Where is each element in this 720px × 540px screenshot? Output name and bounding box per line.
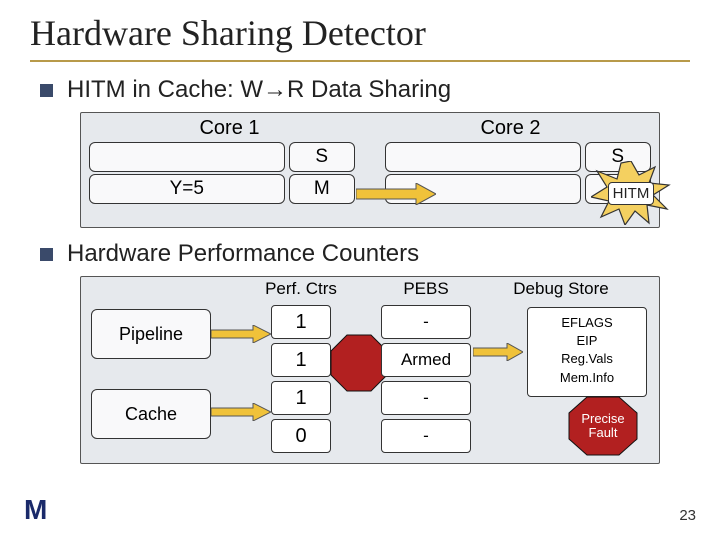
- c1-row2: Y=5 M: [89, 174, 355, 204]
- bullet-1-text: HITM in Cache: W→R Data Sharing: [67, 76, 451, 104]
- bullet-2-text: Hardware Performance Counters: [67, 240, 419, 268]
- arrow-icon: [211, 403, 271, 421]
- hitm-label: HITM: [608, 182, 655, 205]
- counter-column: 1 1 1 0: [271, 305, 331, 457]
- c1r2-state: M: [289, 174, 356, 204]
- bullet-2: Hardware Performance Counters: [40, 240, 690, 268]
- perf-panel: Perf. Ctrs PEBS Debug Store Pipeline Cac…: [80, 276, 660, 464]
- c1r2-data: Y=5: [89, 174, 285, 204]
- core-headers: Core 1 Core 2: [89, 117, 651, 140]
- arrow-icon: [211, 325, 271, 343]
- pebs-1: Armed: [381, 343, 471, 377]
- pebs-3: -: [381, 419, 471, 453]
- core2-label: Core 2: [370, 117, 651, 140]
- dbg-l2: Reg.Vals: [528, 350, 646, 368]
- pebs-0: -: [381, 305, 471, 339]
- hdr-dbg: Debug Store: [491, 279, 631, 299]
- c2r2-data: [385, 174, 581, 204]
- bullet-icon: [40, 84, 53, 97]
- precise-fault-octagon: Precise Fault: [567, 395, 639, 457]
- c1-row1: S: [89, 142, 355, 172]
- left-blocks: Pipeline Cache: [91, 309, 211, 469]
- ctr-0: 1: [271, 305, 331, 339]
- pipeline-block: Pipeline: [91, 309, 211, 359]
- ctr-3: 0: [271, 419, 331, 453]
- c1r1-state: S: [289, 142, 356, 172]
- cache-panel: Core 1 Core 2 S Y=5 M S: [80, 112, 660, 228]
- pebs-column: - Armed - -: [381, 305, 471, 457]
- bullet-1: HITM in Cache: W→R Data Sharing: [40, 76, 690, 104]
- c2r1-data: [385, 142, 581, 172]
- cache-block: Cache: [91, 389, 211, 439]
- dbg-l1: EIP: [528, 332, 646, 350]
- core1-col: S Y=5 M: [89, 140, 355, 204]
- slide-root: Hardware Sharing Detector HITM in Cache:…: [0, 0, 720, 540]
- ctr-1: 1: [271, 343, 331, 377]
- um-logo-icon: M: [24, 494, 43, 526]
- c1r1-data: [89, 142, 285, 172]
- slide-title: Hardware Sharing Detector: [30, 12, 690, 62]
- hdr-pebs: PEBS: [371, 279, 481, 299]
- debug-store-box: EFLAGS EIP Reg.Vals Mem.Info: [527, 307, 647, 397]
- perf-headers: Perf. Ctrs PEBS Debug Store: [251, 279, 649, 299]
- cache-grid: S Y=5 M S: [89, 140, 651, 204]
- dbg-l3: Mem.Info: [528, 369, 646, 387]
- hitm-burst: HITM: [591, 161, 671, 225]
- arrow-icon: [473, 343, 523, 361]
- dbg-l0: EFLAGS: [528, 314, 646, 332]
- precise-fault-label: Precise Fault: [581, 412, 624, 441]
- stop-octagon-icon: [329, 333, 389, 393]
- core1-label: Core 1: [89, 117, 370, 140]
- hdr-ctrs: Perf. Ctrs: [251, 279, 351, 299]
- pebs-2: -: [381, 381, 471, 415]
- ctr-2: 1: [271, 381, 331, 415]
- bullet-icon: [40, 248, 53, 261]
- page-number: 23: [679, 507, 696, 524]
